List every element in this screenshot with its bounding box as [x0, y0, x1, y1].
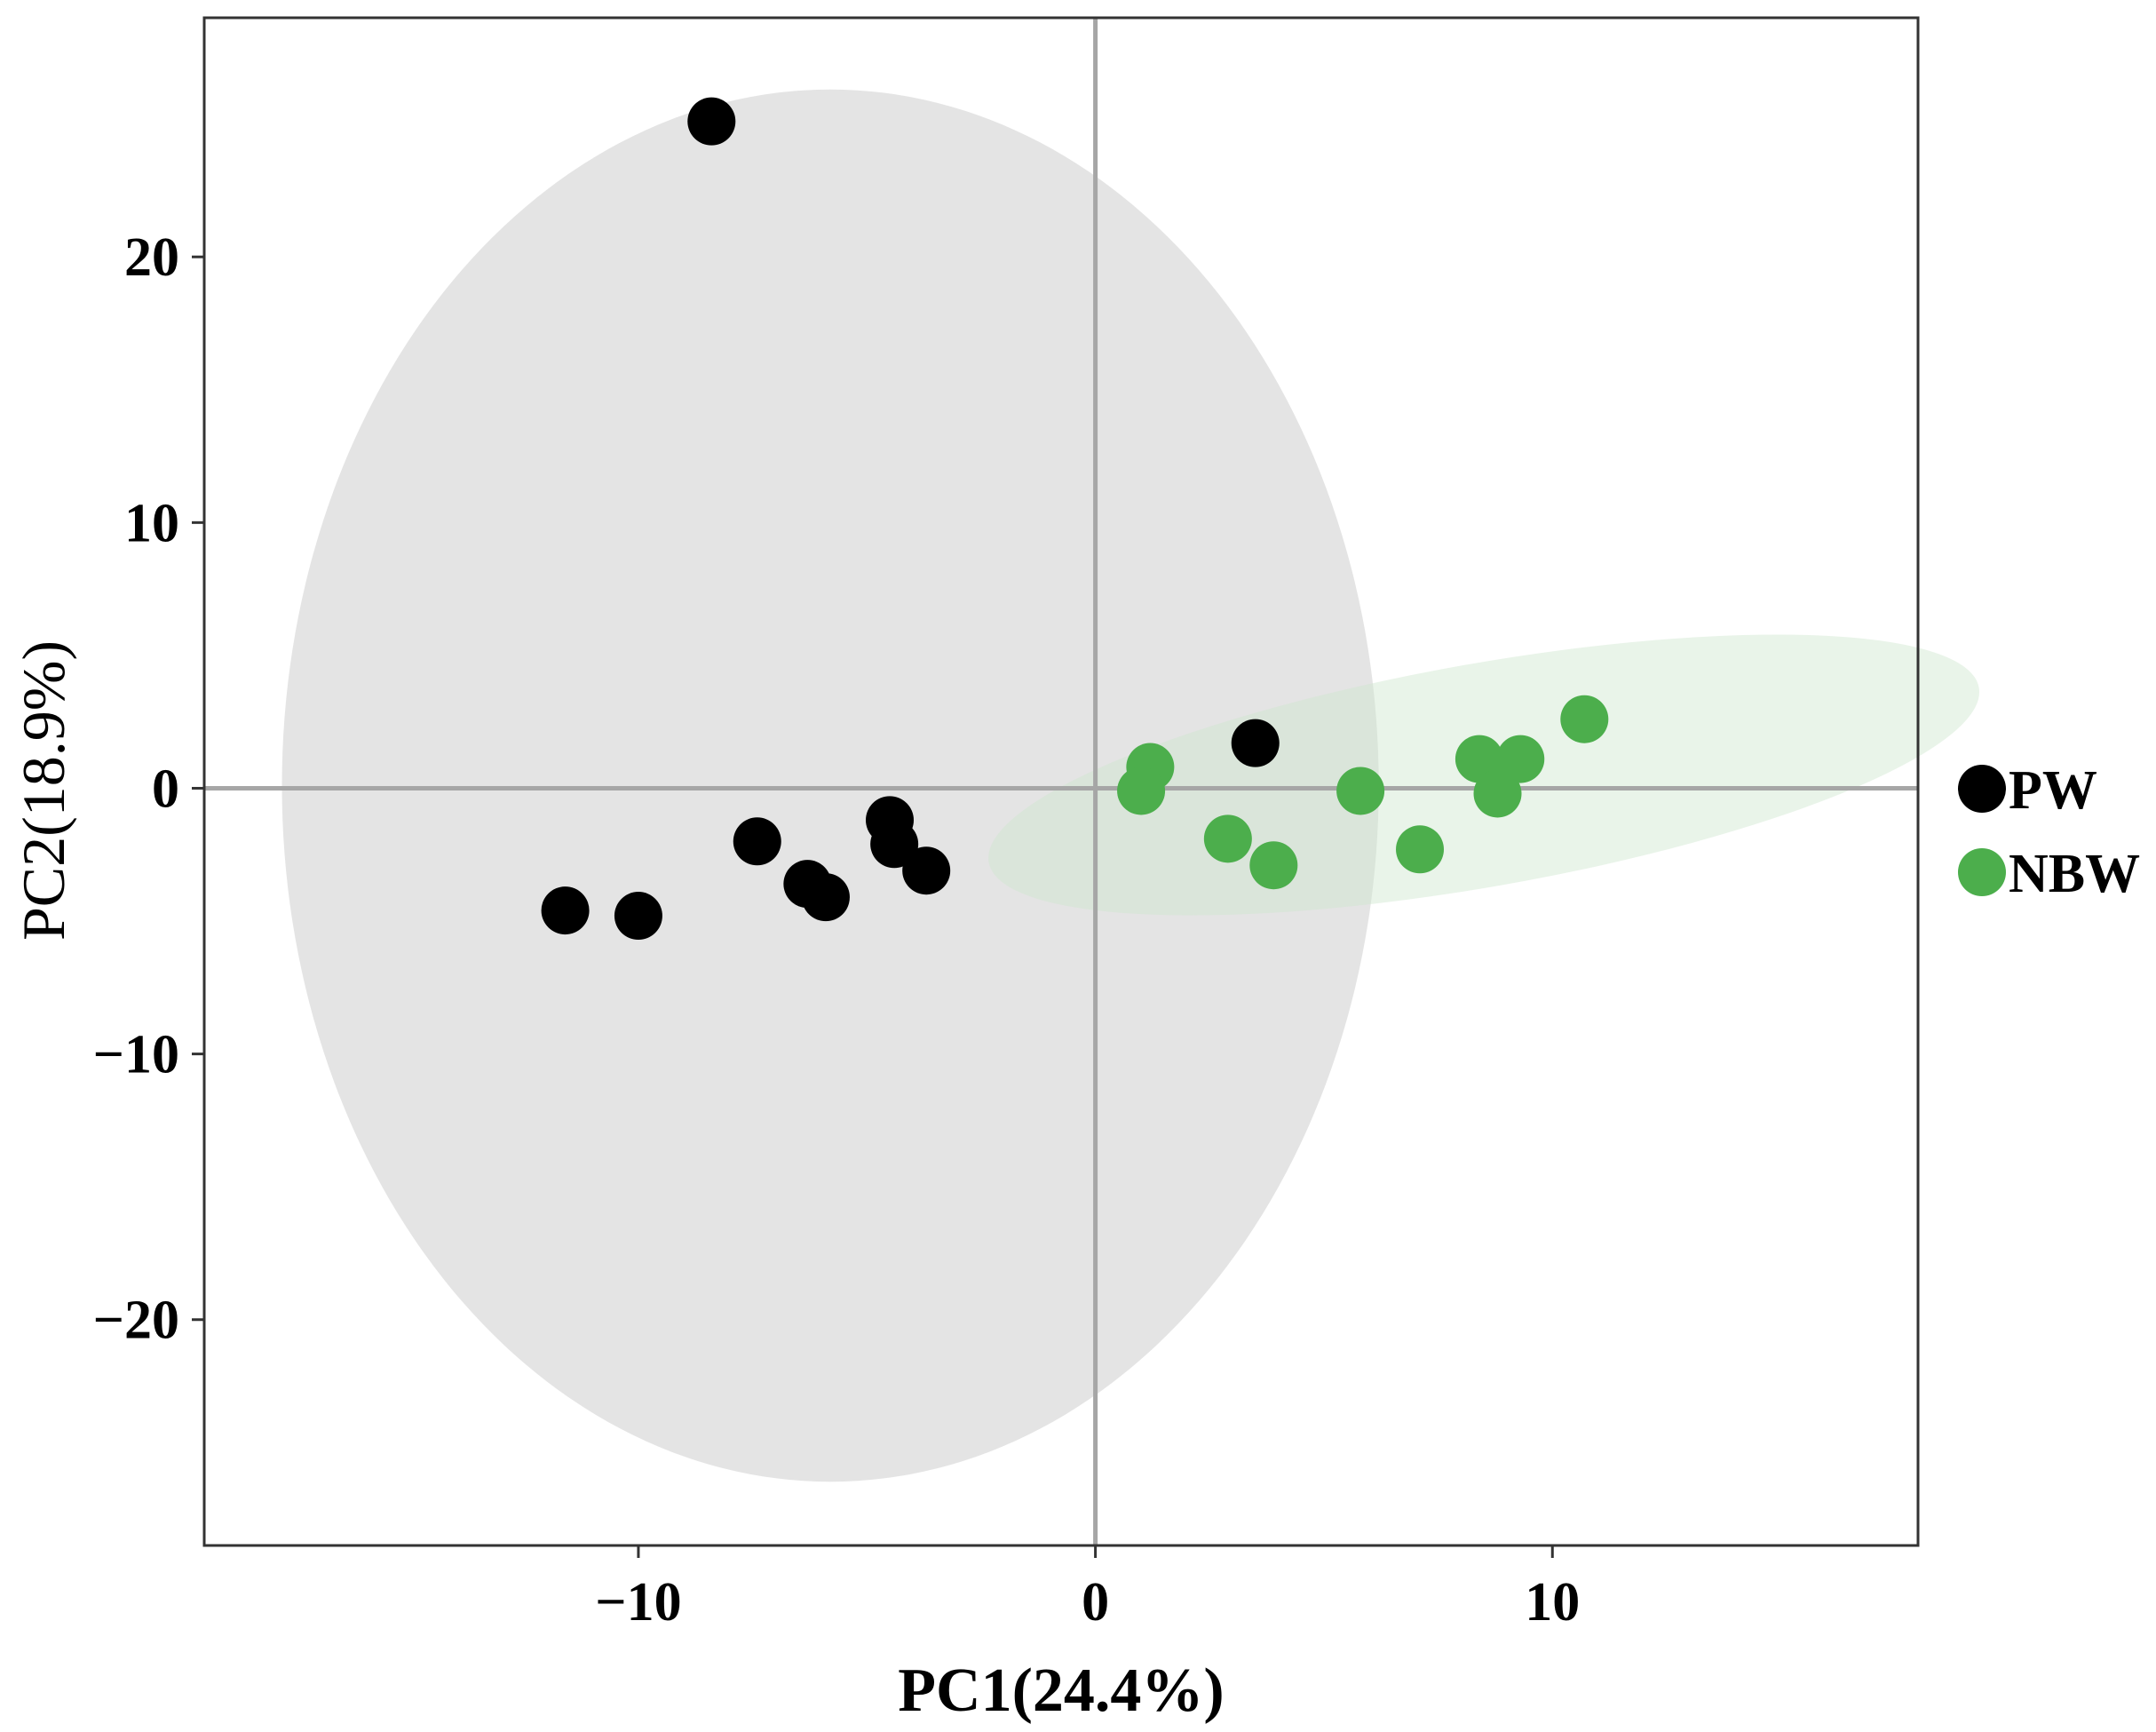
point-nbw-7 [1117, 767, 1166, 815]
point-nbw-4 [1473, 769, 1522, 818]
y-tick-label: 20 [124, 227, 179, 288]
data-points [541, 97, 1609, 941]
point-pw-4 [870, 820, 919, 869]
legend-marker-pw [1958, 765, 2006, 813]
x-tick-label: 10 [1525, 1572, 1580, 1633]
legend: PW NBW [1958, 760, 2140, 904]
ellipse-pw [281, 89, 1379, 1482]
point-nbw-1 [1560, 695, 1609, 743]
point-nbw-8 [1203, 814, 1252, 863]
y-axis-title: PC2(18.9%) [10, 640, 77, 941]
x-tick-label: −10 [595, 1572, 681, 1633]
y-tick-label: −10 [93, 1025, 179, 1085]
point-nbw-9 [1249, 841, 1298, 890]
legend-marker-nbw [1958, 848, 2006, 896]
point-pw-9 [541, 886, 590, 935]
point-nbw-5 [1336, 767, 1385, 815]
legend-label-pw: PW [2009, 760, 2097, 821]
point-pw-6 [733, 817, 781, 866]
point-pw-2 [1231, 719, 1280, 767]
y-tick-label: 10 [124, 493, 179, 553]
x-tick-label: 0 [1082, 1572, 1109, 1633]
y-tick-label: −20 [93, 1291, 179, 1351]
legend-label-nbw: NBW [2009, 844, 2140, 904]
point-pw-8 [801, 873, 850, 922]
x-axis-title: PC1(24.4%) [898, 1657, 1224, 1725]
point-pw-10 [614, 892, 662, 941]
point-nbw-3 [1496, 735, 1545, 783]
point-pw-5 [902, 846, 951, 895]
plot-border [202, 16, 1920, 1547]
point-nbw-10 [1396, 825, 1445, 874]
point-pw-1 [687, 97, 736, 146]
y-tick-label: 0 [152, 759, 179, 819]
reference-lines [204, 18, 1918, 1545]
axes: −10 0 10 −20 −10 0 10 20 PC1(24.4%) PC2(18.9%) [10, 16, 1920, 1725]
